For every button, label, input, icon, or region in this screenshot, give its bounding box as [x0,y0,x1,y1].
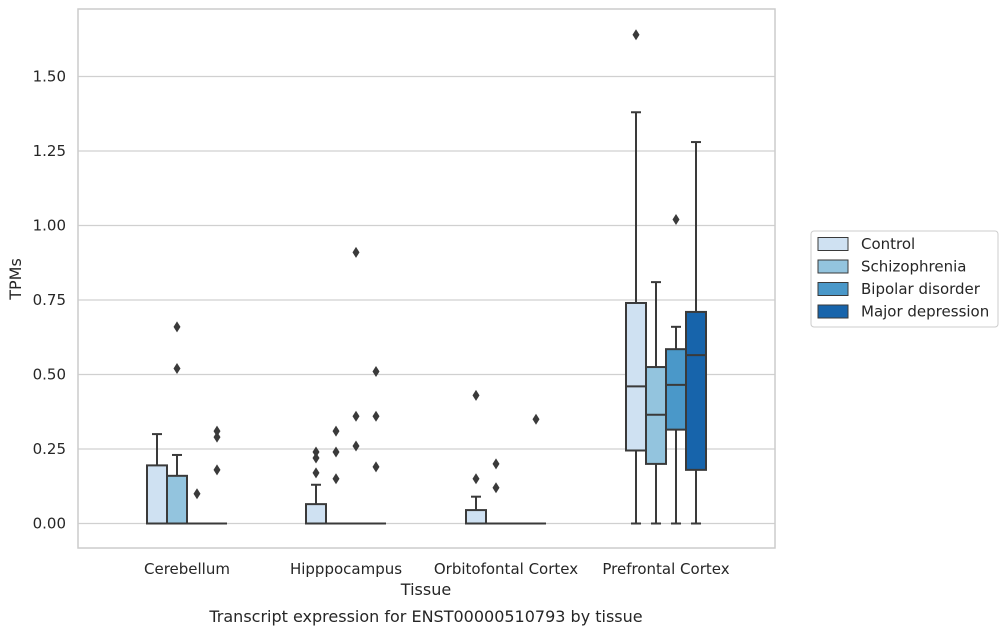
y-tick-label: 0.00 [33,515,66,533]
box-bipolar-disorder [665,214,687,525]
legend-frame [810,230,999,328]
outlier-point [532,413,540,425]
outlier-point [372,410,380,422]
outlier-point [332,425,340,437]
legend-swatch [817,259,849,274]
outlier-point [332,473,340,485]
x-tick-label: Cerebellum [144,560,230,578]
x-tick-label: Orbitofontal Cortex [434,560,578,578]
y-tick-label: 1.50 [33,68,66,86]
x-tick-labels: Cerebellum Hipppocampus Orbitofontal Corte… [144,560,730,578]
outlier-point [213,464,221,476]
iqr-box [146,464,168,525]
outlier-point [672,214,680,226]
iqr-box [166,474,188,525]
legend-label: Control [861,235,915,253]
outlier-point [312,452,320,464]
iqr-box [305,503,327,525]
iqr-box [625,301,647,452]
outlier-point [193,488,201,500]
y-tick-labels: 0.00 0.25 0.50 0.75 1.00 1.25 1.50 [33,68,66,533]
outlier-point [352,246,360,258]
box-control [625,29,647,525]
box-major-depression [526,413,546,525]
legend-label: Bipolar disorder [861,280,981,298]
box-schizophrenia [166,321,188,525]
outlier-point [472,389,480,401]
box-schizophrenia [326,425,346,525]
plot-frame [77,8,776,549]
box-bipolar-disorder [187,488,207,525]
box-major-depression [207,425,227,525]
outlier-point [173,363,181,375]
outlier-point [332,446,340,458]
box-control [465,389,487,525]
boxes [146,29,707,525]
chart-caption: Transcript expression for ENST0000051079… [208,607,642,626]
legend-label: Major depression [861,303,989,321]
legend-swatch [817,282,849,296]
box-schizophrenia [645,281,667,525]
box-schizophrenia [486,458,506,525]
legend: Control Schizophrenia Bipolar disorder Majo… [810,230,999,328]
legend-swatch [817,237,849,251]
iqr-box [465,509,487,525]
y-tick-label: 0.50 [33,366,66,384]
outlier-point [352,410,360,422]
outlier-point [312,446,320,458]
outlier-point [173,321,181,333]
legend-label: Schizophrenia [861,258,966,276]
y-tick-label: 1.00 [33,217,66,235]
x-axis-label: Tissue [400,580,451,599]
iqr-box [685,310,707,471]
outlier-point [312,467,320,479]
box-bipolar-disorder [346,246,366,525]
box-control [146,433,168,525]
box-major-depression [366,366,386,525]
outlier-point [372,366,380,378]
outlier-point [352,440,360,452]
legend-swatch [817,304,849,319]
outlier-point [213,425,221,437]
gridlines [78,75,775,525]
outlier-point [632,29,640,41]
y-tick-label: 0.25 [33,440,66,458]
box-control [305,446,327,525]
y-axis-label: TPMs [6,258,25,301]
outlier-point [213,431,221,443]
iqr-box [665,348,687,431]
outlier-point [372,461,380,473]
box-major-depression [685,141,707,525]
x-tick-label: Prefrontal Cortex [602,560,729,578]
x-tick-label: Hipppocampus [290,560,402,578]
outlier-point [492,482,500,494]
outlier-point [472,473,480,485]
outlier-point [492,458,500,470]
y-tick-label: 0.75 [33,291,66,309]
y-tick-label: 1.25 [33,142,66,160]
